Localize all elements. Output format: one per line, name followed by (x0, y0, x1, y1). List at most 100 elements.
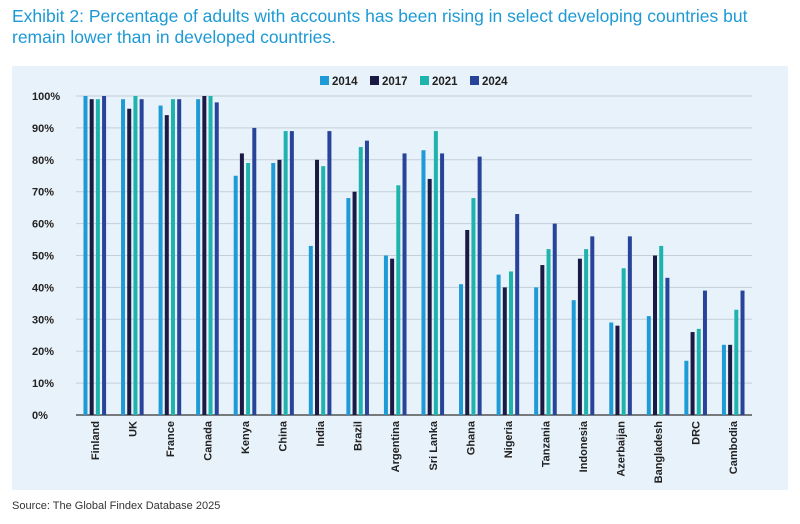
x-tick-label: Finland (90, 421, 102, 460)
bar-2017-argentina (390, 258, 395, 415)
legend-swatch (320, 76, 329, 85)
bar-2021-nigeria (508, 271, 513, 415)
bar-2017-sri-lanka (427, 178, 432, 415)
bar-2017-uk (127, 108, 132, 415)
x-tick-label: India (315, 420, 327, 447)
bar-2014-kenya (233, 175, 238, 415)
bar-2024-indonesia (590, 236, 595, 415)
y-tick-label: 50% (32, 251, 54, 263)
bar-2014-sri-lanka (421, 150, 426, 415)
x-tick-label: Cambodia (728, 420, 740, 474)
bar-2024-uk (139, 99, 144, 415)
bar-2021-sri-lanka (433, 131, 438, 415)
legend-label: 2024 (482, 76, 508, 88)
legend-swatch (370, 76, 379, 85)
bar-2014-finland (83, 96, 88, 415)
bar-2014-france (158, 105, 163, 415)
y-tick-label: 80% (32, 155, 54, 167)
bar-2017-canada (202, 96, 207, 415)
bar-2017-kenya (239, 153, 244, 416)
exhibit-title: Exhibit 2: Percentage of adults with acc… (12, 6, 748, 47)
bar-2017-cambodia (728, 344, 733, 415)
bar-2017-india (315, 159, 320, 415)
x-tick-label: France (165, 421, 177, 457)
bar-2024-china (289, 131, 294, 415)
source-note: Source: The Global Findex Database 2025 (12, 500, 221, 512)
x-tick-label: Azerbaijan (616, 421, 628, 477)
bar-2014-argentina (383, 255, 388, 415)
bar-2021-finland (95, 99, 100, 415)
bar-2024-argentina (402, 153, 407, 416)
bar-2021-argentina (396, 185, 401, 415)
y-tick-label: 100% (32, 91, 60, 103)
x-tick-label: UK (127, 421, 139, 437)
x-tick-label: Kenya (240, 420, 252, 454)
bar-2021-brazil (358, 147, 363, 415)
bar-2024-ghana (477, 156, 482, 416)
x-tick-label: Indonesia (578, 420, 590, 472)
bar-2014-india (308, 245, 313, 415)
x-tick-label: Tanzania (540, 420, 552, 467)
bar-chart: 0% 10% 20% 30% 40% 50% 60% 70% 80% 90% 100% Finland… (32, 76, 752, 484)
bar-2021-bangladesh (659, 245, 664, 415)
y-tick-label: 10% (32, 378, 54, 390)
bar-2021-uk (133, 96, 138, 415)
legend-swatch (420, 76, 429, 85)
legend-swatch (470, 76, 479, 85)
bar-2021-canada (208, 96, 213, 415)
bar-2014-indonesia (571, 300, 576, 415)
bar-2021-kenya (246, 162, 251, 415)
bar-2014-cambodia (721, 344, 726, 415)
x-tick-label: Sri Lanka (428, 420, 440, 470)
bar-2021-drc (696, 328, 701, 415)
bar-2017-drc (690, 332, 695, 415)
bar-2024-brazil (364, 140, 369, 415)
bar-2014-uk (121, 99, 126, 415)
bar-2024-bangladesh (665, 277, 670, 415)
bar-2024-cambodia (740, 290, 745, 415)
bar-2024-india (327, 131, 332, 415)
bar-2017-china (277, 159, 282, 415)
x-tick-label: Brazil (353, 421, 365, 451)
bar-2024-sri-lanka (440, 153, 445, 416)
x-tick-label: Bangladesh (653, 421, 665, 484)
bar-2024-tanzania (552, 223, 557, 415)
bar-2024-canada (214, 102, 219, 415)
bar-2021-france (170, 99, 175, 415)
bar-2024-france (177, 99, 182, 415)
y-tick-label: 90% (32, 123, 54, 135)
bar-2021-india (321, 166, 326, 415)
bar-2014-azerbaijan (609, 322, 614, 415)
x-tick-label: Canada (202, 420, 214, 461)
bar-2024-azerbaijan (627, 236, 632, 415)
y-tick-label: 20% (32, 346, 54, 358)
bar-2021-cambodia (734, 309, 739, 415)
bar-2017-indonesia (577, 258, 582, 415)
legend-label: 2017 (382, 76, 408, 88)
bar-2017-ghana (465, 229, 470, 415)
bar-2017-france (164, 115, 169, 415)
bar-2021-tanzania (546, 249, 551, 415)
bar-2024-nigeria (515, 214, 520, 415)
chart-panel: 0% 10% 20% 30% 40% 50% 60% 70% 80% 90% 100% Finland… (12, 66, 788, 490)
bar-2014-tanzania (534, 287, 539, 415)
bar-2017-tanzania (540, 265, 545, 415)
y-tick-label: 40% (32, 282, 54, 294)
y-tick-label: 30% (32, 314, 54, 326)
bar-2021-ghana (471, 198, 476, 415)
bar-2014-brazil (346, 198, 351, 415)
bar-2014-drc (684, 360, 689, 415)
bar-2024-finland (102, 96, 107, 415)
legend-label: 2014 (332, 76, 358, 88)
bar-2017-brazil (352, 191, 357, 415)
bar-2021-azerbaijan (621, 268, 626, 415)
bar-2017-azerbaijan (615, 325, 620, 415)
y-tick-label: 70% (32, 187, 54, 199)
bar-2014-china (271, 162, 276, 415)
x-tick-label: Argentina (390, 420, 402, 472)
bar-2024-drc (702, 290, 707, 415)
x-tick-label: DRC (691, 421, 703, 445)
x-tick-label: Nigeria (503, 420, 515, 458)
bar-2017-bangladesh (653, 255, 658, 415)
x-tick-label: Ghana (465, 420, 477, 455)
